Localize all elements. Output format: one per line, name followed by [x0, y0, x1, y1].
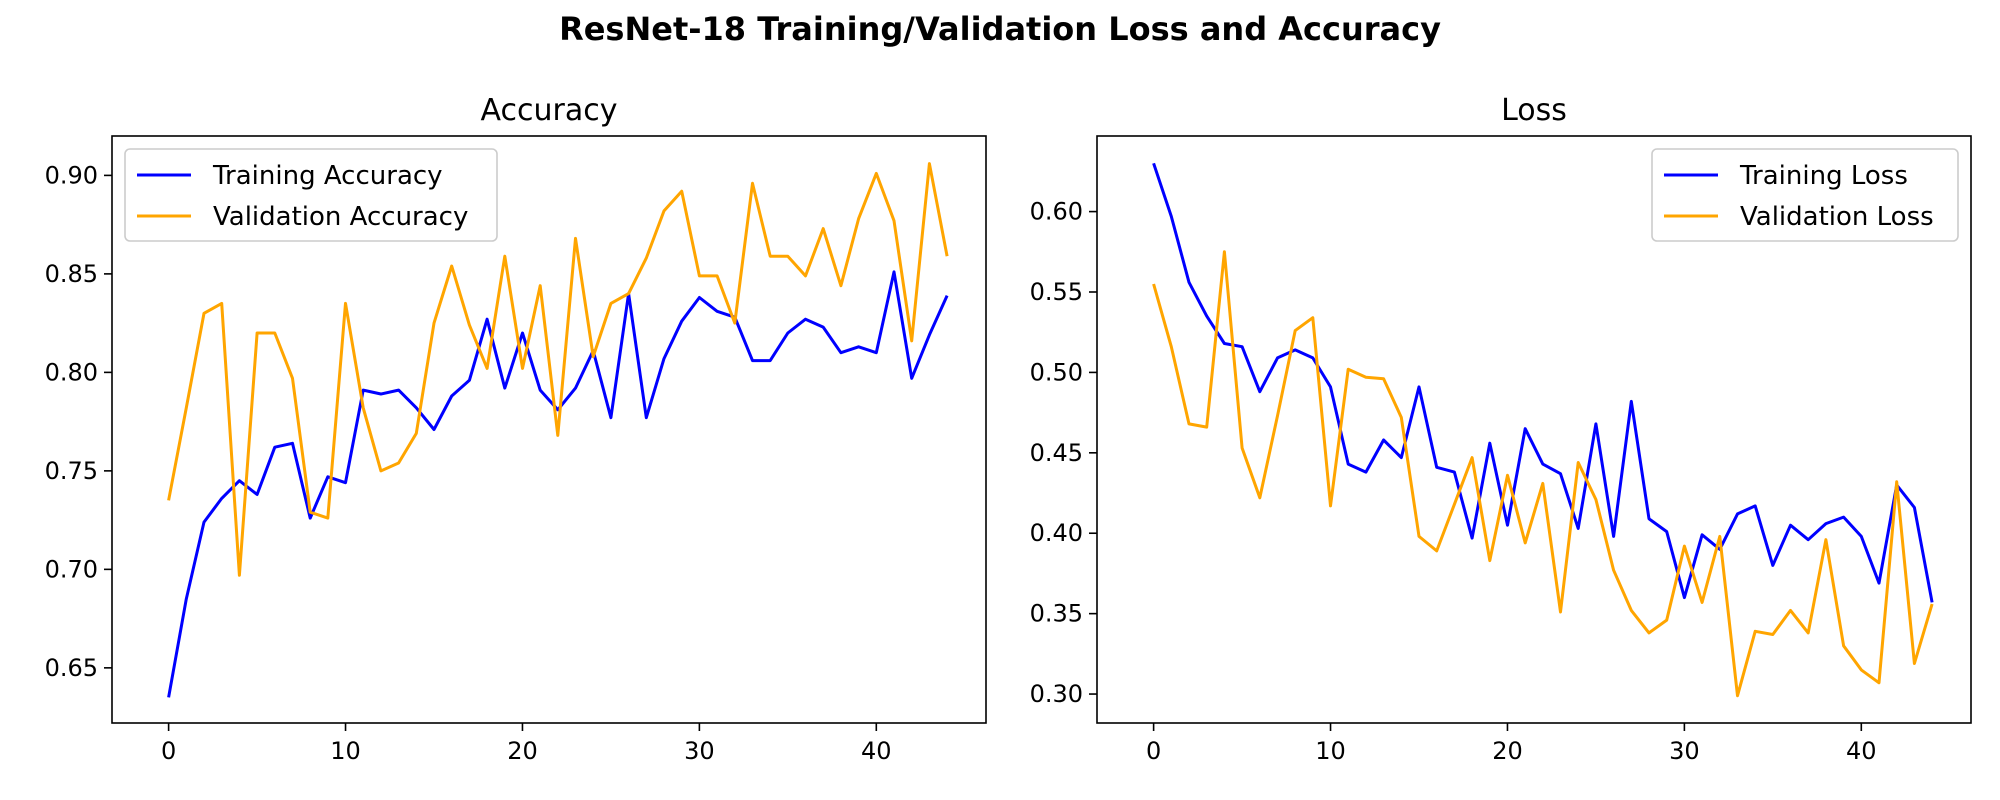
loss-ytick-label: 0.60	[1030, 198, 1083, 226]
accuracy-xtick-label: 10	[330, 737, 361, 765]
accuracy-ytick-label: 0.75	[45, 457, 98, 485]
loss-legend-box	[1651, 148, 1959, 242]
figure-title: ResNet-18 Training/Validation Loss and A…	[559, 10, 1441, 48]
loss-legend: Training Loss Validation Loss	[1651, 148, 1959, 242]
loss-xtick-label: 20	[1492, 737, 1523, 765]
loss-xtick-label: 40	[1846, 737, 1877, 765]
loss-axes-frame	[1096, 135, 1972, 724]
loss-ytick-label: 0.40	[1030, 519, 1083, 547]
training-loss-line	[1152, 162, 1934, 603]
loss-ytick-label: 0.50	[1030, 358, 1083, 386]
accuracy-title: Accuracy	[481, 93, 618, 128]
accuracy-xtick-label: 0	[161, 737, 176, 765]
loss-xtick-label: 30	[1669, 737, 1700, 765]
loss-xtick-label: 0	[1146, 737, 1161, 765]
validation-loss-line	[1152, 250, 1934, 698]
loss-panel: Loss 0 10 20 30 40 0.30 0.35 0.40 0.45 0.50 0.55 0.6…	[1030, 93, 1972, 765]
accuracy-legend-box	[124, 148, 498, 242]
loss-title: Loss	[1501, 93, 1567, 128]
accuracy-xtick-label: 30	[684, 737, 715, 765]
accuracy-legend: Training Accuracy Validation Accuracy	[124, 148, 498, 242]
loss-ytick-label: 0.45	[1030, 439, 1083, 467]
loss-ytick-label: 0.30	[1030, 680, 1083, 708]
accuracy-ytick-label: 0.80	[45, 358, 98, 386]
loss-legend-label: Training Loss	[1739, 161, 1908, 191]
accuracy-ytick-label: 0.70	[45, 555, 98, 583]
training-accuracy-line	[167, 270, 949, 698]
accuracy-xtick-label: 40	[861, 737, 892, 765]
accuracy-legend-label: Validation Accuracy	[213, 202, 468, 232]
loss-xtick-label: 10	[1315, 737, 1346, 765]
validation-accuracy-line	[167, 162, 949, 577]
loss-ytick-label: 0.35	[1030, 600, 1083, 628]
accuracy-axes-frame	[111, 135, 987, 724]
accuracy-ytick-label: 0.85	[45, 260, 98, 288]
accuracy-ytick-label: 0.90	[45, 161, 98, 189]
accuracy-legend-label: Training Accuracy	[212, 161, 443, 191]
loss-ytick-label: 0.55	[1030, 278, 1083, 306]
accuracy-panel: Accuracy 0 10 20 30 40 0.65 0.70 0.75 0.80 0.85 0.9…	[45, 93, 987, 765]
accuracy-ytick-label: 0.65	[45, 654, 98, 682]
accuracy-xtick-label: 20	[507, 737, 538, 765]
loss-legend-label: Validation Loss	[1740, 202, 1934, 232]
